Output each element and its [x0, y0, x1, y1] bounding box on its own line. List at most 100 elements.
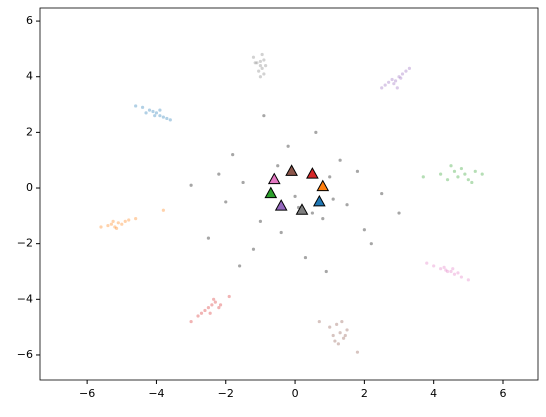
point	[106, 223, 110, 228]
point	[189, 183, 193, 187]
centroid-marker	[316, 179, 330, 192]
point	[293, 194, 297, 198]
point	[264, 63, 268, 68]
point	[258, 219, 263, 224]
point	[127, 218, 131, 222]
point	[331, 333, 335, 338]
point	[338, 331, 342, 335]
point	[310, 211, 314, 215]
y-tick-label: −6	[17, 348, 33, 361]
point	[452, 169, 457, 173]
point	[260, 52, 264, 57]
point	[262, 58, 266, 62]
point	[451, 267, 455, 271]
point	[257, 69, 261, 73]
point	[466, 278, 470, 282]
point	[113, 225, 117, 229]
point	[463, 172, 467, 176]
point	[321, 217, 325, 221]
centroid-marker	[285, 164, 298, 176]
point	[369, 242, 373, 246]
point	[452, 272, 457, 276]
y-tick-label: 2	[26, 125, 33, 138]
point	[158, 108, 162, 112]
y-tick-label: −4	[17, 292, 33, 305]
point	[165, 116, 169, 121]
x-tick-label: 0	[292, 387, 299, 400]
point	[123, 219, 127, 224]
point	[253, 61, 257, 65]
point	[400, 72, 405, 76]
point	[480, 172, 484, 176]
point	[459, 166, 464, 171]
point	[212, 297, 216, 301]
point	[445, 178, 450, 182]
point	[336, 342, 340, 346]
plot-frame	[39, 7, 539, 381]
point	[210, 303, 214, 307]
point	[383, 83, 387, 87]
point	[251, 55, 256, 59]
point	[397, 211, 401, 215]
point	[134, 104, 138, 108]
point	[114, 226, 119, 230]
point	[213, 300, 217, 304]
point	[444, 268, 448, 272]
point	[258, 63, 263, 68]
point	[144, 111, 148, 115]
x-tick-label: 6	[499, 387, 506, 400]
point	[262, 114, 266, 118]
point	[276, 164, 280, 168]
point	[362, 228, 366, 232]
point	[286, 144, 290, 148]
point	[393, 79, 398, 83]
point	[404, 69, 408, 73]
point	[258, 75, 263, 79]
point	[442, 265, 446, 269]
point	[387, 80, 391, 84]
x-tick-label: −2	[218, 387, 234, 400]
point	[439, 172, 443, 176]
point	[314, 130, 318, 134]
point	[439, 267, 443, 271]
point	[380, 86, 384, 90]
x-tick-label: 4	[430, 387, 437, 400]
point	[262, 72, 266, 76]
y-tick-label: 0	[26, 181, 33, 194]
point	[340, 319, 344, 324]
point	[161, 208, 165, 212]
centroid-marker	[295, 203, 309, 215]
point	[380, 191, 384, 196]
point	[355, 169, 360, 173]
point	[341, 336, 346, 340]
y-tick-label: 6	[26, 14, 33, 27]
point	[343, 333, 347, 338]
point	[217, 306, 221, 310]
point	[258, 59, 263, 64]
point	[134, 217, 138, 221]
point	[147, 108, 152, 112]
centroid-marker	[312, 194, 326, 207]
point	[473, 169, 477, 173]
x-tick-label: 2	[361, 387, 368, 400]
point	[397, 75, 401, 79]
point	[456, 271, 460, 275]
point	[425, 261, 429, 265]
point	[208, 311, 212, 315]
point	[120, 222, 124, 226]
point	[161, 115, 165, 119]
point	[445, 269, 450, 274]
point	[116, 221, 120, 225]
point	[241, 180, 245, 185]
point	[260, 66, 264, 70]
point	[255, 61, 259, 65]
point	[328, 175, 332, 179]
point	[470, 180, 474, 185]
point	[251, 247, 256, 251]
point	[466, 178, 470, 182]
point	[456, 175, 460, 179]
point	[238, 264, 242, 268]
point	[421, 175, 425, 179]
point	[328, 325, 332, 329]
